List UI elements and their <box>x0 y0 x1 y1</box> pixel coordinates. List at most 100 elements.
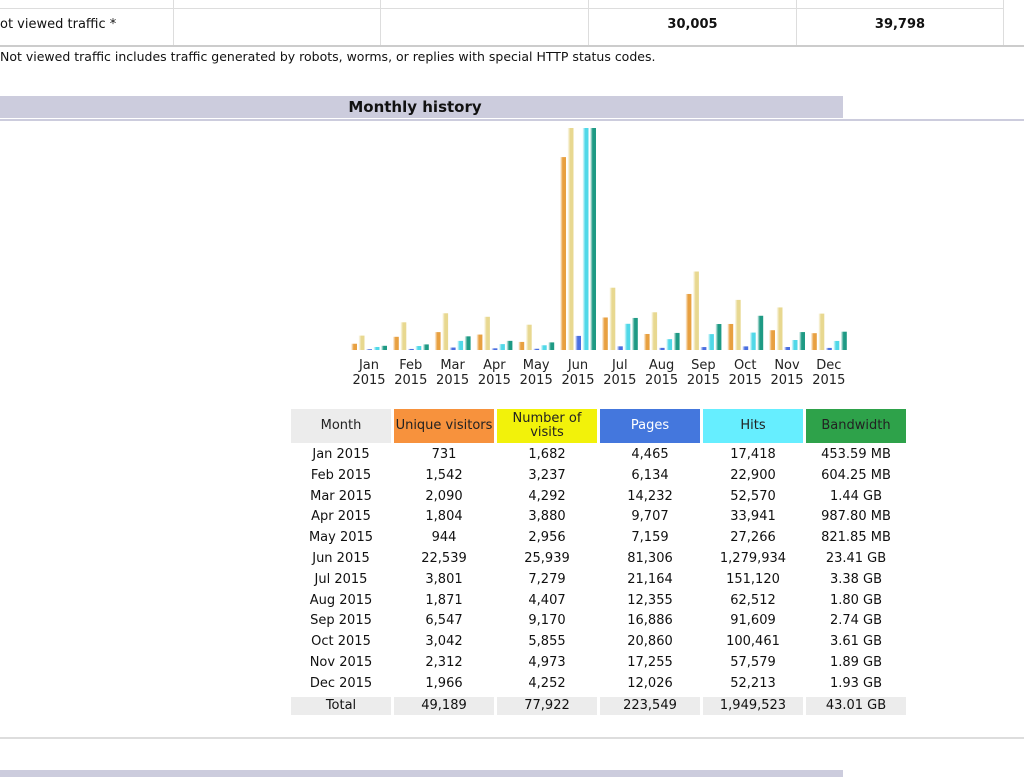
bar <box>715 324 722 350</box>
value-cell: 22,539 <box>421 551 467 566</box>
x-axis-label: Apr <box>483 358 506 373</box>
bar <box>666 339 673 350</box>
x-axis-label: 2015 <box>436 373 469 388</box>
bar <box>351 343 357 350</box>
x-axis-label: 2015 <box>561 373 594 388</box>
col-border <box>173 0 174 45</box>
total-cell: 49,189 <box>394 697 494 715</box>
total-cell: 43.01 GB <box>806 697 906 715</box>
x-axis-label: 2015 <box>770 373 803 388</box>
value-cell: 1.44 GB <box>829 488 883 504</box>
value-cell: 23.41 GB <box>825 551 887 566</box>
section-title: Monthly history <box>348 98 482 116</box>
value-cell: 25,939 <box>524 551 570 566</box>
x-axis-label: 2015 <box>603 373 636 388</box>
x-axis-label: Nov <box>774 358 800 373</box>
bar <box>400 322 407 350</box>
value-cell: 6,547 <box>425 613 463 629</box>
bar <box>407 348 414 350</box>
value-cell: 987.80 MB <box>821 509 891 525</box>
bar <box>582 128 589 350</box>
total-cell: 77,922 <box>497 697 597 715</box>
month-cell: Aug 2015 <box>309 592 373 608</box>
x-axis-label: 2015 <box>394 373 427 388</box>
value-cell: 22,900 <box>730 467 776 483</box>
bar <box>491 348 498 350</box>
x-axis-label: Mar <box>440 358 465 373</box>
hits-cell: 30,005 <box>667 17 718 32</box>
value-cell: 52,213 <box>730 675 776 691</box>
monthly-chart: Jan2015Feb2015Mar2015Apr2015May2015Jun20… <box>351 128 847 388</box>
section-border <box>0 737 1024 739</box>
value-cell: 3,880 <box>528 509 566 525</box>
x-axis-label: 2015 <box>478 373 511 388</box>
note: Not viewed traffic includes traffic gene… <box>0 49 656 64</box>
bandwidth-cell: 39,798 <box>874 17 926 32</box>
total-cell: Total <box>291 697 391 715</box>
bar <box>366 349 372 350</box>
bar <box>658 347 665 350</box>
value-cell: 5,855 <box>528 634 566 650</box>
value-cell: 17,418 <box>730 447 776 462</box>
value-cell: 4,252 <box>528 675 566 691</box>
value-cell: 7,279 <box>528 571 566 587</box>
bar <box>373 346 380 350</box>
value-cell: 12,026 <box>627 675 673 691</box>
x-axis-label: Jun <box>567 358 588 373</box>
value-cell: 4,465 <box>631 447 669 462</box>
value-cell: 9,170 <box>528 613 566 629</box>
value-cell: 821.85 MB <box>821 530 891 546</box>
bar <box>518 341 525 350</box>
section-border <box>0 119 1024 121</box>
bar <box>609 287 616 350</box>
row-border <box>0 8 1004 9</box>
column-header: Number of visits <box>497 409 597 443</box>
bar <box>422 344 429 350</box>
column-header: Bandwidth <box>806 409 906 443</box>
value-cell: 2,312 <box>425 655 463 670</box>
bar <box>643 333 650 350</box>
x-axis-label: Feb <box>399 358 422 373</box>
value-cell: 7,159 <box>631 530 669 546</box>
column-header: Unique visitors <box>394 409 494 443</box>
month-cell: Sep 2015 <box>310 613 372 629</box>
bar <box>784 347 790 350</box>
column-header: Pages <box>600 409 700 443</box>
value-cell: 1,682 <box>528 447 566 462</box>
month-cell: Nov 2015 <box>309 655 373 670</box>
bar <box>700 347 707 350</box>
x-axis-label: Jan <box>358 358 379 373</box>
value-cell: 3.61 GB <box>829 634 883 650</box>
bar <box>506 340 513 350</box>
total-cell: 223,549 <box>600 697 700 715</box>
x-axis-label: 2015 <box>520 373 553 388</box>
bar <box>616 346 623 350</box>
x-axis-label: Jul <box>611 358 628 373</box>
bar <box>833 340 840 350</box>
bar <box>791 340 798 350</box>
bar <box>810 333 817 350</box>
value-cell: 3.38 GB <box>829 571 883 587</box>
bar <box>415 346 422 350</box>
bar <box>727 323 734 350</box>
value-cell: 4,407 <box>528 592 566 608</box>
value-cell: 4,973 <box>528 655 566 670</box>
bar <box>685 293 692 350</box>
value-cell: 2,090 <box>425 488 463 504</box>
col-border <box>796 0 797 45</box>
x-axis-label: 2015 <box>729 373 762 388</box>
bar <box>769 330 775 350</box>
value-cell: 33,941 <box>730 509 776 525</box>
section-header <box>0 96 843 118</box>
month-cell: Oct 2015 <box>311 634 371 650</box>
value-cell: 12,355 <box>627 592 673 608</box>
x-axis-label: Dec <box>816 358 841 373</box>
value-cell: 1,542 <box>425 467 463 483</box>
month-cell: Jun 2015 <box>312 551 370 566</box>
bar <box>673 332 680 350</box>
col-border <box>588 0 589 45</box>
bar <box>757 315 764 350</box>
col-border <box>1003 0 1004 45</box>
value-cell: 2.74 GB <box>829 613 883 629</box>
